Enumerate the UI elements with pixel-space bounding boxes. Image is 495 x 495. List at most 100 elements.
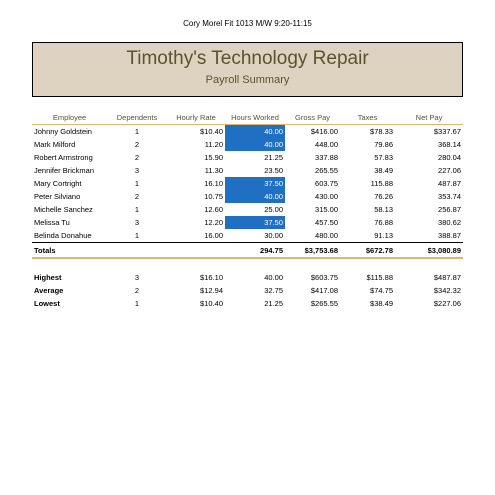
totals-gross[interactable]: $3,753.68	[285, 242, 340, 259]
net-pay-cell[interactable]: 353.74	[438, 192, 461, 201]
totals-taxes[interactable]: $672.78	[340, 242, 395, 259]
col-header-hours-worked[interactable]: Hours Worked	[225, 110, 285, 125]
taxes-cell[interactable]: 76.26	[374, 192, 393, 201]
dependents-cell[interactable]: 1	[134, 231, 140, 240]
gross-pay-cell[interactable]: 457.50	[315, 218, 338, 227]
hours-worked-cell[interactable]: 40.00	[225, 190, 285, 203]
gross-pay-cell[interactable]: 603.75	[315, 179, 338, 188]
hourly-rate-cell[interactable]: $10.40	[200, 127, 223, 136]
hours-worked-cell[interactable]: 37.50	[225, 216, 285, 229]
net-pay-cell[interactable]: $337.67	[433, 127, 461, 136]
stat-label-cell[interactable]: Highest	[34, 273, 62, 282]
stat-net-cell[interactable]: $487.87	[433, 273, 461, 282]
stat-gross-cell[interactable]: $417.08	[310, 286, 338, 295]
totals-rate-cell[interactable]	[167, 242, 225, 259]
dependents-cell[interactable]: 2	[134, 140, 140, 149]
hours-worked-cell[interactable]: 23.50	[264, 166, 283, 175]
gross-pay-cell[interactable]: 265.55	[315, 166, 338, 175]
stat-taxes-cell[interactable]: $115.88	[366, 273, 393, 282]
taxes-cell[interactable]: 79.86	[374, 140, 393, 149]
dependents-cell[interactable]: 1	[134, 127, 140, 136]
taxes-cell[interactable]: 57.83	[374, 153, 393, 162]
stat-rate-cell[interactable]: $10.40	[200, 299, 223, 308]
dependents-cell[interactable]: 3	[134, 166, 140, 175]
stat-net-cell[interactable]: $342.32	[433, 286, 461, 295]
dependents-cell[interactable]: 1	[134, 179, 140, 188]
stat-hours-cell[interactable]: 21.25	[264, 299, 283, 308]
employee-name-cell[interactable]: Johnny Goldstein	[34, 127, 92, 136]
stat-gross-cell[interactable]: $603.75	[310, 273, 338, 282]
taxes-cell[interactable]: 115.88	[370, 179, 393, 188]
col-header-taxes[interactable]: Taxes	[340, 110, 395, 125]
stat-gross-cell[interactable]: $265.55	[310, 299, 338, 308]
employee-name-cell[interactable]: Peter Silviano	[34, 192, 81, 201]
gross-pay-cell[interactable]: $416.00	[310, 127, 338, 136]
stat-label-cell[interactable]: Average	[34, 286, 64, 295]
employee-name-cell[interactable]: Michelle Sanchez	[34, 205, 93, 214]
col-header-hourly-rate[interactable]: Hourly Rate	[167, 110, 225, 125]
stat-rate-cell[interactable]: $16.10	[200, 273, 223, 282]
hours-worked-cell[interactable]: 21.25	[264, 153, 283, 162]
dependents-cell[interactable]: 2	[134, 192, 140, 201]
stat-rate-cell[interactable]: $12.94	[200, 286, 223, 295]
hourly-rate-cell[interactable]: 12.20	[204, 218, 223, 227]
stat-hours-cell[interactable]: 32.75	[264, 286, 283, 295]
net-pay-cell[interactable]: 380.62	[438, 218, 461, 227]
stat-taxes-cell[interactable]: $38.49	[370, 299, 393, 308]
hours-worked-cell[interactable]: 40.00	[225, 138, 285, 151]
totals-label[interactable]: Totals	[32, 242, 107, 259]
col-header-net-pay[interactable]: Net Pay	[395, 110, 463, 125]
hours-worked-cell[interactable]: 30.00	[264, 231, 283, 240]
stat-dependents-cell[interactable]: 2	[134, 286, 140, 295]
employee-name-cell[interactable]: Jennifer Brickman	[34, 166, 95, 175]
net-pay-cell[interactable]: 388.87	[438, 231, 461, 240]
employee-name-cell[interactable]: Belinda Donahue	[34, 231, 92, 240]
dependents-cell[interactable]: 1	[134, 205, 140, 214]
employee-name-cell[interactable]: Melissa Tu	[34, 218, 70, 227]
taxes-cell[interactable]: 38.49	[374, 166, 393, 175]
gross-pay-cell[interactable]: 337.88	[315, 153, 338, 162]
hours-worked-cell[interactable]: 40.00	[225, 124, 285, 138]
stat-dependents-cell[interactable]: 1	[134, 299, 140, 308]
hours-worked-cell[interactable]: 25.00	[264, 205, 283, 214]
net-pay-cell[interactable]: 368.14	[438, 140, 461, 149]
totals-hours[interactable]: 294.75	[225, 242, 285, 259]
taxes-cell[interactable]: 76.88	[374, 218, 393, 227]
employee-name-cell[interactable]: Robert Armstrong	[34, 153, 93, 162]
taxes-cell[interactable]: 58.13	[374, 205, 393, 214]
col-header-employee[interactable]: Employee	[32, 110, 107, 125]
hourly-rate-cell[interactable]: 11.20	[204, 140, 223, 149]
net-pay-cell[interactable]: 280.04	[438, 153, 461, 162]
dependents-cell[interactable]: 2	[134, 153, 140, 162]
employee-row: Jennifer Brickman 3 11.30 23.50 265.55 38.49 2…	[32, 164, 463, 177]
col-header-gross-pay[interactable]: Gross Pay	[285, 110, 340, 125]
col-header-dependents[interactable]: Dependents	[107, 110, 167, 125]
totals-net[interactable]: $3,080.89	[395, 242, 463, 259]
stat-taxes-cell[interactable]: $74.75	[370, 286, 393, 295]
hourly-rate-cell[interactable]: 12.60	[204, 205, 223, 214]
stat-label-cell[interactable]: Lowest	[34, 299, 60, 308]
stat-hours-cell[interactable]: 40.00	[264, 273, 283, 282]
hourly-rate-cell[interactable]: 16.10	[204, 179, 223, 188]
taxes-cell[interactable]: 91.13	[374, 231, 393, 240]
net-pay-cell[interactable]: 227.06	[438, 166, 461, 175]
stat-net-cell[interactable]: $227.06	[433, 299, 461, 308]
stat-dependents-cell[interactable]: 3	[134, 273, 140, 282]
gross-pay-cell[interactable]: 448.00	[315, 140, 338, 149]
gross-pay-cell[interactable]: 430.00	[315, 192, 338, 201]
dependents-cell[interactable]: 3	[134, 218, 140, 227]
net-pay-cell[interactable]: 256.87	[438, 205, 461, 214]
hourly-rate-cell[interactable]: 10.75	[204, 192, 223, 201]
report-subtitle: Payroll Summary	[205, 74, 290, 86]
hourly-rate-cell[interactable]: 11.30	[204, 166, 223, 175]
totals-dependents-cell[interactable]	[107, 242, 167, 259]
gross-pay-cell[interactable]: 315.00	[315, 205, 338, 214]
employee-name-cell[interactable]: Mark Milford	[34, 140, 76, 149]
hourly-rate-cell[interactable]: 15.90	[204, 153, 223, 162]
gross-pay-cell[interactable]: 480.00	[315, 231, 338, 240]
employee-name-cell[interactable]: Mary Cortright	[34, 179, 82, 188]
taxes-cell[interactable]: $78.33	[370, 127, 393, 136]
hours-worked-cell[interactable]: 37.50	[225, 177, 285, 190]
hourly-rate-cell[interactable]: 16.00	[204, 231, 223, 240]
net-pay-cell[interactable]: 487.87	[438, 179, 461, 188]
